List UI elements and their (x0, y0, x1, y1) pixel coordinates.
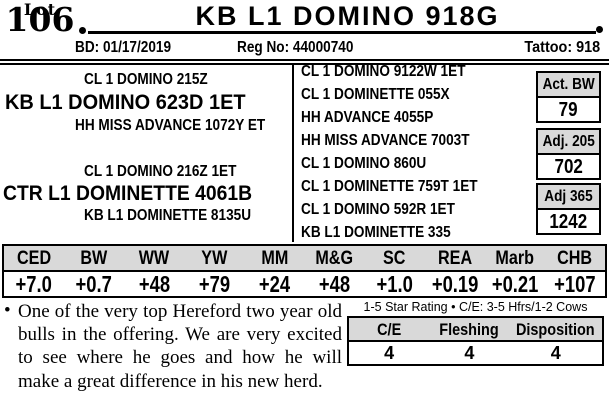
rating-header-cell: C/E (349, 318, 430, 342)
epd-header-cell: REA (424, 246, 485, 272)
stat-label: Act. BW (538, 73, 599, 98)
description-bullet: • (4, 300, 11, 321)
ancestor-name: CL 1 DOMINO 860U (301, 155, 427, 172)
epd-value-cell: +0.19 (431, 271, 479, 297)
stat-box-adj-205: Adj. 205 702 (536, 128, 601, 180)
rating-value-cell: 4 (464, 343, 475, 363)
rating-value-cell: 4 (550, 343, 561, 363)
birth-date: BD: 01/17/2019 (75, 39, 172, 56)
epd-header-cell: YW (184, 246, 245, 272)
stat-box-act-bw: Act. BW 79 (536, 71, 601, 123)
rating-header-cell: Disposition (509, 318, 602, 342)
stat-value: 1242 (549, 211, 588, 233)
registration-number: Reg No: 44000740 (237, 39, 354, 56)
epd-header-cell: MM (244, 246, 305, 272)
stat-box-adj-365: Adj 365 1242 (536, 183, 601, 235)
ancestor-name: HH ADVANCE 4055P (301, 109, 434, 126)
rating-header-cell: Fleshing (429, 318, 510, 342)
title-rule (88, 31, 596, 34)
epd-value-cell: +0.21 (491, 271, 539, 297)
dam-sire: CL 1 DOMINO 216Z 1ET (84, 163, 237, 180)
epd-header-cell: SC (364, 246, 425, 272)
stat-value: 79 (559, 99, 578, 121)
epd-value-cell: +24 (258, 271, 291, 297)
stat-label: Adj. 205 (538, 130, 599, 155)
epd-value-cell: +1.0 (376, 271, 413, 297)
lot-number: 106 (5, 0, 75, 39)
ancestor-name: HH MISS ADVANCE 7003T (301, 132, 470, 149)
dam-dam: KB L1 DOMINETTE 8135U (84, 207, 252, 224)
rule-endpoint-dot-left (79, 27, 86, 34)
rule-endpoint-dot-right (596, 26, 603, 33)
rating-value-cell: 4 (384, 343, 395, 363)
epd-header-cell: BW (64, 246, 125, 272)
epd-value-cell: +48 (138, 271, 170, 297)
epd-table: CED BW WW YW MM M&G SC REA Marb CHB +7.0… (2, 244, 607, 298)
stat-value: 702 (554, 156, 583, 178)
rating-table: C/E Fleshing Disposition 4 4 4 (347, 316, 604, 366)
sire-sire: CL 1 DOMINO 215Z (84, 71, 208, 88)
epd-value-cell: +0.7 (75, 271, 113, 297)
epd-header-cell: M&G (304, 246, 365, 272)
epd-header-cell: Marb (484, 246, 545, 272)
epd-value-cell: +79 (198, 271, 230, 297)
epd-value-cell: +7.0 (15, 271, 53, 297)
epd-header-cell: CED (4, 246, 65, 272)
ancestor-name: CL 1 DOMINETTE 759T 1ET (301, 178, 478, 195)
epd-header-cell: WW (124, 246, 185, 272)
ancestor-name: CL 1 DOMINETTE 055X (301, 86, 450, 103)
bull-title: KB L1 DOMINO 918G (195, 1, 500, 31)
sire-name: KB L1 DOMINO 623D 1ET (5, 91, 246, 114)
pedigree-divider (292, 65, 294, 242)
stat-label: Adj 365 (538, 185, 599, 210)
lot-label: Lot (23, 0, 57, 19)
ancestor-name: CL 1 DOMINO 592R 1ET (301, 201, 455, 218)
header-divider (0, 59, 609, 65)
epd-header-cell: CHB (544, 246, 605, 272)
tattoo-number: Tattoo: 918 (524, 39, 600, 56)
ancestor-name: KB L1 DOMINETTE 335 (301, 224, 451, 241)
description-text: One of the very top Hereford two year ol… (18, 301, 342, 392)
dam-name: CTR L1 DOMINETTE 4061B (3, 182, 253, 205)
rating-caption: 1-5 Star Rating • C/E: 3-5 Hfrs/1-2 Cows (363, 300, 588, 314)
epd-value-cell: +107 (554, 271, 596, 297)
ancestor-name: CL 1 DOMINO 9122W 1ET (301, 63, 466, 80)
sire-dam: HH MISS ADVANCE 1072Y ET (75, 117, 266, 134)
epd-value-cell: +48 (318, 271, 351, 297)
